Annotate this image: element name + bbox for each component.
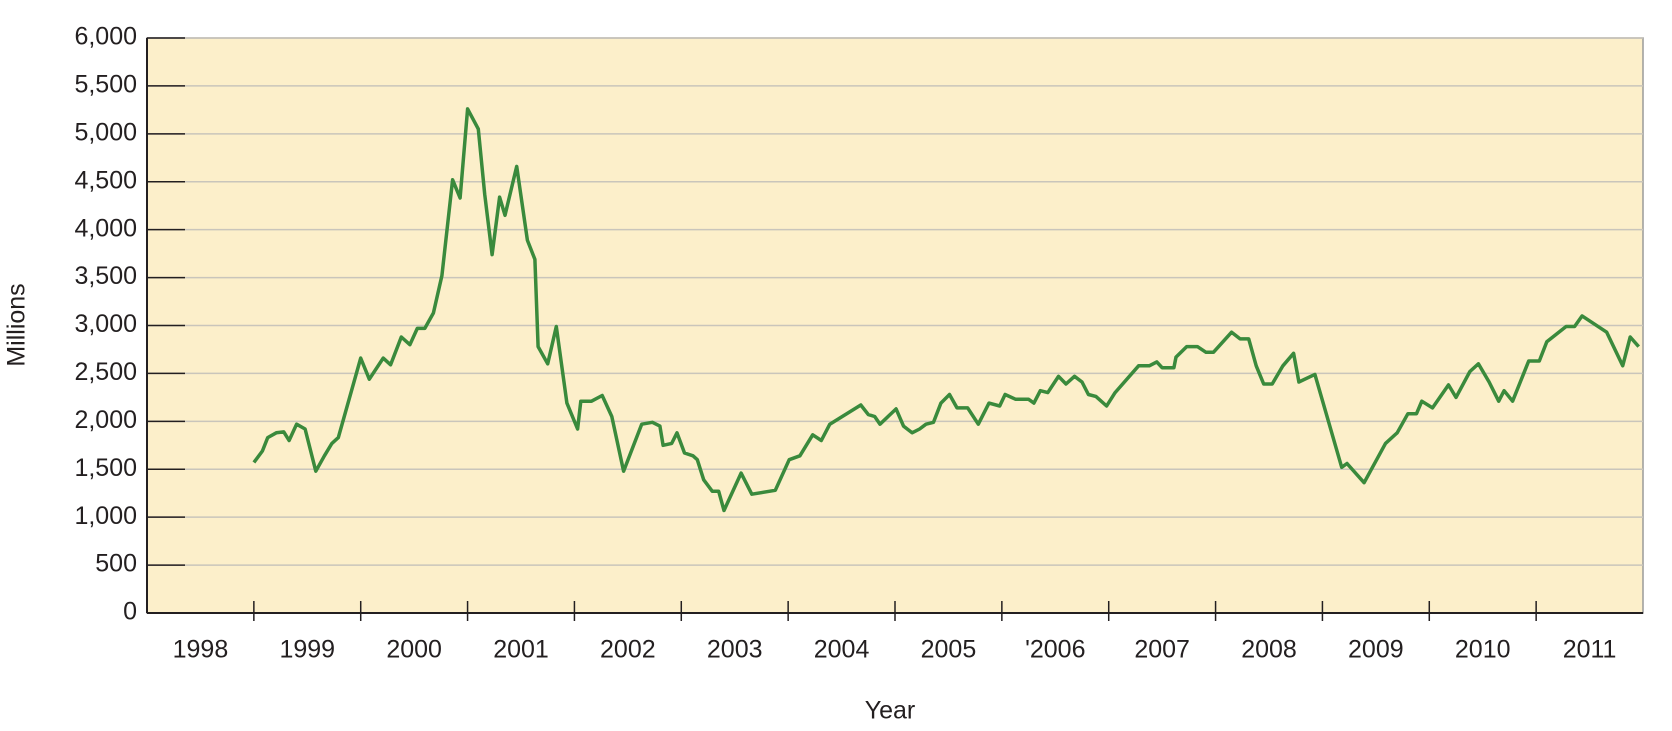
x-tick-label: 1999 xyxy=(279,636,335,664)
x-tick-label: 2000 xyxy=(386,636,442,664)
y-tick-label: 5,500 xyxy=(74,71,137,99)
x-tick-label: 2010 xyxy=(1455,636,1511,664)
x-tick-label: 2003 xyxy=(707,636,763,664)
y-tick-label: 1,000 xyxy=(74,502,137,530)
y-axis-title: Millions xyxy=(3,283,31,366)
x-tick-label: 2004 xyxy=(814,636,870,664)
y-tick-label: 2,000 xyxy=(74,406,137,434)
x-tick-label: 2011 xyxy=(1563,636,1617,664)
y-tick-label: 500 xyxy=(95,550,137,578)
y-tick-label: 4,500 xyxy=(74,166,137,194)
x-tick-label: 1998 xyxy=(173,636,229,664)
y-tick-label: 6,000 xyxy=(74,23,137,51)
y-tick-label: 4,000 xyxy=(74,214,137,242)
y-tick-label: 1,500 xyxy=(74,454,137,482)
y-tick-label: 3,000 xyxy=(74,310,137,338)
x-tick-label: '2006 xyxy=(1025,636,1085,664)
x-tick-label: 2009 xyxy=(1348,636,1404,664)
x-tick-label: 2008 xyxy=(1241,636,1297,664)
y-tick-label: 3,500 xyxy=(74,262,137,290)
x-tick-label: 2001 xyxy=(493,636,549,664)
x-tick-label: 2007 xyxy=(1134,636,1190,664)
y-tick-label: 2,500 xyxy=(74,358,137,386)
x-axis-title: Year xyxy=(865,697,916,725)
y-tick-label: 5,000 xyxy=(74,118,137,146)
data-line xyxy=(252,107,1641,513)
x-tick-label: 2005 xyxy=(921,636,977,664)
x-tick-label: 2002 xyxy=(600,636,656,664)
y-tick-label: 0 xyxy=(123,598,137,626)
